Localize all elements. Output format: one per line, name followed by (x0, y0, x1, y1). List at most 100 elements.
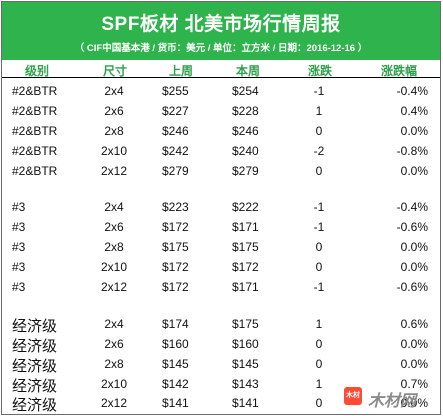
size-cell: 2x8 (104, 124, 124, 138)
change-pct-cell: -0.4% (396, 84, 428, 98)
size-cell: 2x12 (100, 164, 128, 178)
table-row: 经济级 2x6 $160 $160 0 0.0% (2, 334, 440, 355)
table-row: #2&BTR 2x12 $279 $279 0 0.0% (2, 161, 440, 181)
last-week-cell: $246 (162, 124, 189, 138)
last-week-cell: $174 (162, 317, 189, 331)
size-cell: 2x10 (100, 144, 128, 158)
size-cell: 2x4 (104, 317, 124, 331)
grade-cell: #3 (12, 260, 26, 274)
last-week-cell: $242 (162, 144, 189, 158)
change-pct-cell: -0.8% (396, 144, 428, 158)
change-pct-cell: 0.0% (400, 260, 428, 274)
size-cell: 2x6 (104, 104, 124, 118)
grade-cell: #3 (12, 200, 26, 214)
header-change: 涨跌 (307, 64, 332, 78)
change-cell: 0 (315, 124, 323, 138)
this-week-cell: $228 (232, 104, 259, 118)
change-pct-cell: 0.0% (400, 164, 428, 178)
change-cell: 0 (315, 240, 323, 254)
table-row: #2&BTR 2x6 $227 $228 1 0.4% (2, 101, 440, 121)
grade-cell: #2&BTR (12, 84, 58, 98)
last-week-cell: $172 (162, 260, 189, 274)
change-cell: 0 (315, 357, 323, 371)
size-cell: 2x6 (104, 220, 124, 234)
this-week-cell: $175 (232, 240, 259, 254)
size-cell: 2x10 (100, 260, 128, 274)
size-cell: 2x8 (104, 357, 124, 371)
table-row: 经济级 2x12 $141 $141 0 0.0% (2, 393, 440, 414)
table-row: 经济级 2x10 $142 $143 1 0.7% (2, 374, 440, 395)
change-cell: 1 (315, 104, 323, 118)
last-week-cell: $141 (162, 396, 189, 410)
this-week-cell: $145 (232, 357, 259, 371)
grade-cell: #3 (12, 240, 26, 254)
size-cell: 2x8 (104, 240, 124, 254)
this-week-cell: $172 (232, 260, 259, 274)
size-cell: 2x4 (104, 200, 124, 214)
watermark-logo-icon: 木材 (344, 387, 362, 405)
table-header-row: 级别 尺寸 上周 本周 涨跌 涨跌幅 (2, 60, 440, 78)
report-title: SPF板材 北美市场行情周报 (101, 14, 341, 35)
grade-cell: 经济级 (12, 358, 58, 375)
report-banner: SPF板材 北美市场行情周报 （ CIF中国基本港 / 货币：美元 / 单位：立… (2, 2, 440, 60)
last-week-cell: $223 (162, 200, 189, 214)
change-cell: -2 (313, 144, 325, 158)
watermark: 木材 木材网 (344, 385, 436, 410)
grade-cell: 经济级 (12, 378, 58, 395)
grade-cell: #3 (12, 280, 26, 294)
this-week-cell: $171 (232, 220, 259, 234)
price-table: 级别 尺寸 上周 本周 涨跌 涨跌幅 #2&BTR 2x4 $255 $254 -1 -0… (2, 60, 440, 414)
last-week-cell: $279 (162, 164, 189, 178)
table-row: #2&BTR 2x8 $246 $246 0 0.0% (2, 121, 440, 141)
size-cell: 2x6 (104, 337, 124, 351)
this-week-cell: $279 (232, 164, 259, 178)
change-cell: 0 (315, 164, 323, 178)
last-week-cell: $172 (162, 280, 189, 294)
change-pct-cell: 0.0% (400, 396, 428, 410)
table-row: #3 2x6 $172 $171 -1 -0.6% (2, 217, 440, 237)
table-row: #2&BTR 2x4 $255 $254 -1 -0.4% (2, 81, 440, 101)
size-cell: 2x4 (104, 84, 124, 98)
change-pct-cell: -0.6% (396, 280, 428, 294)
grade-cell: #2&BTR (12, 124, 58, 138)
header-this-week: 本周 (236, 64, 261, 78)
table-row: #3 2x10 $172 $172 0 0.0% (2, 257, 440, 277)
change-cell: 1 (315, 377, 323, 391)
change-cell: 0 (315, 337, 323, 351)
grade-cell: #2&BTR (12, 104, 58, 118)
last-week-cell: $160 (162, 337, 189, 351)
this-week-cell: $141 (232, 396, 259, 410)
this-week-cell: $240 (232, 144, 259, 158)
grade-cell: #2&BTR (12, 144, 58, 158)
table-row: #3 2x12 $172 $171 -1 -0.6% (2, 277, 440, 297)
table-row: #2&BTR 2x10 $242 $240 -2 -0.8% (2, 141, 440, 161)
change-pct-cell: 0.4% (400, 104, 428, 118)
last-week-cell: $172 (162, 220, 189, 234)
last-week-cell: $145 (162, 357, 189, 371)
this-week-cell: $160 (232, 337, 259, 351)
change-cell: 0 (315, 260, 323, 274)
size-cell: 2x12 (100, 396, 128, 410)
change-cell: -1 (313, 200, 325, 214)
grade-cell: 经济级 (12, 318, 58, 335)
header-grade: 级别 (25, 64, 50, 78)
change-pct-cell: 0.0% (400, 337, 428, 351)
header-size: 尺寸 (102, 64, 127, 78)
header-last-week: 上周 (169, 64, 194, 78)
this-week-cell: $175 (232, 317, 259, 331)
table-row: 经济级 2x4 $174 $175 1 0.6% (2, 314, 440, 335)
last-week-cell: $175 (162, 240, 189, 254)
this-week-cell: $143 (232, 377, 259, 391)
header-change-pct: 涨跌幅 (380, 64, 417, 78)
size-cell: 2x10 (100, 377, 128, 391)
this-week-cell: $171 (232, 280, 259, 294)
change-cell: -1 (313, 280, 325, 294)
table-row: #3 2x8 $175 $175 0 0.0% (2, 237, 440, 257)
last-week-cell: $142 (162, 377, 189, 391)
this-week-cell: $246 (232, 124, 259, 138)
change-cell: -1 (313, 84, 325, 98)
change-pct-cell: -0.4% (396, 200, 428, 214)
change-cell: 0 (315, 396, 323, 410)
